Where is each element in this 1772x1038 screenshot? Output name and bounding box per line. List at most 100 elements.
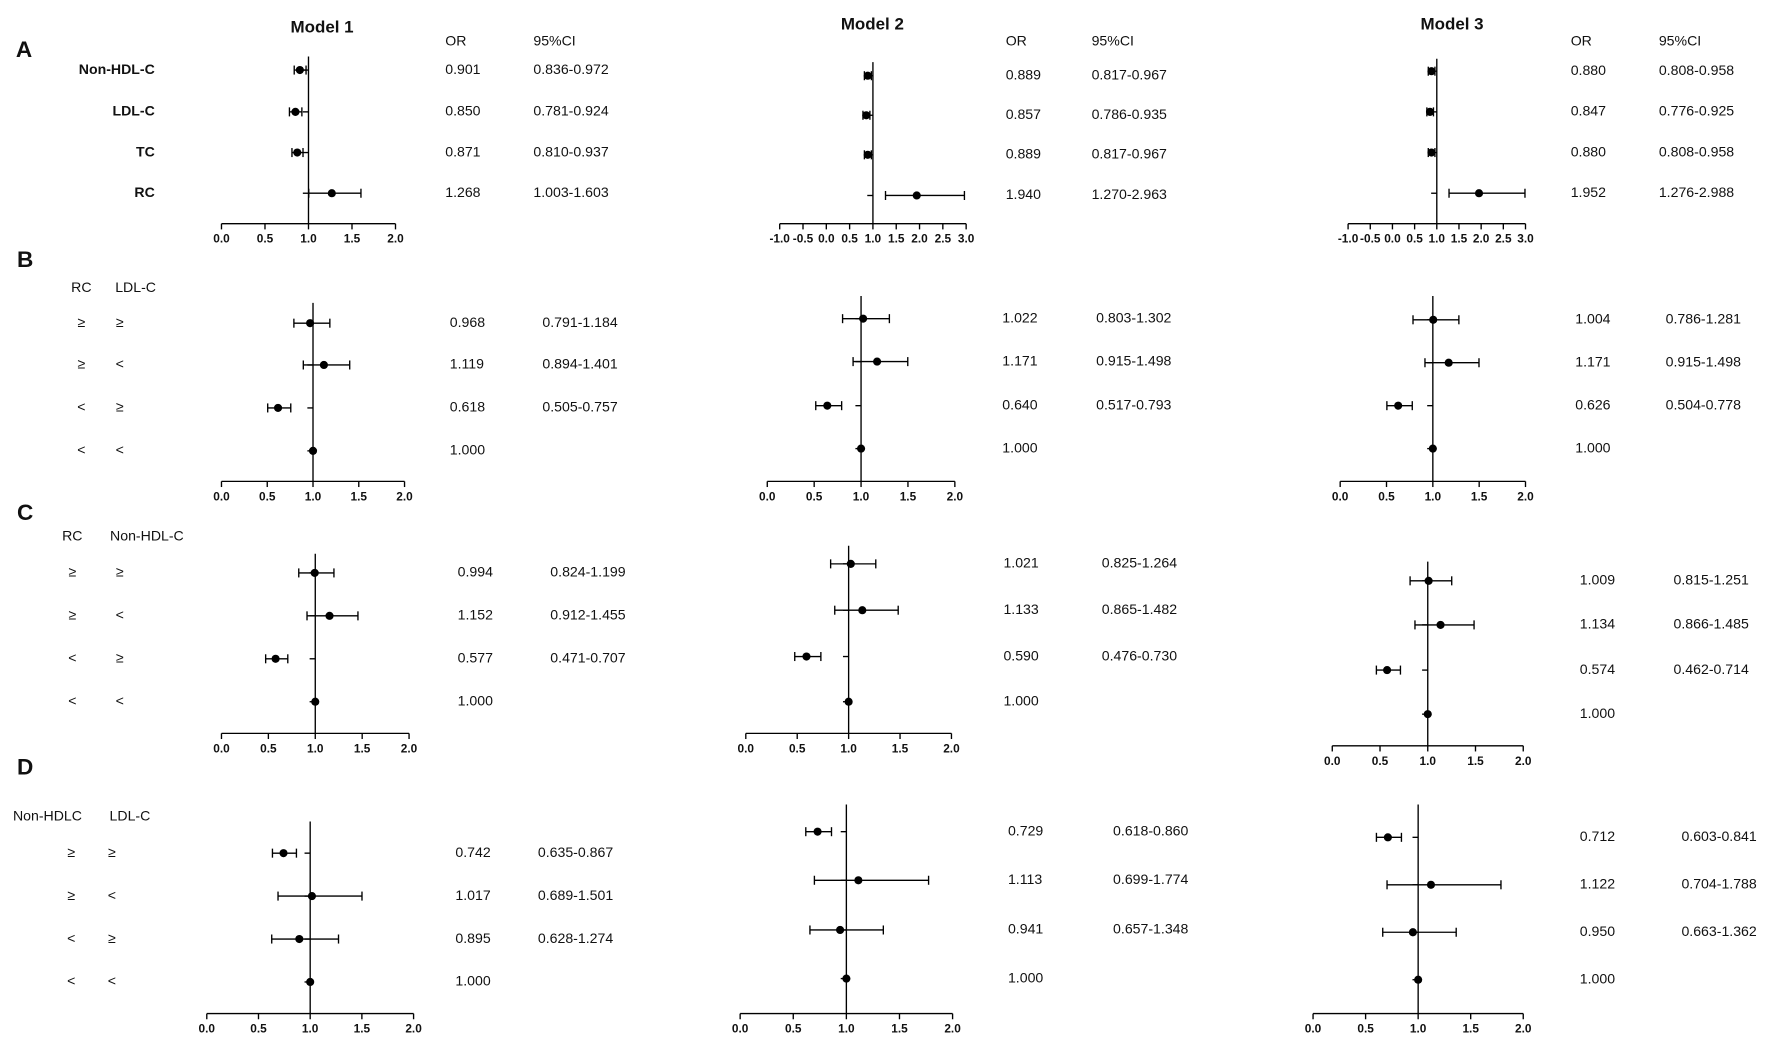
ci-label: 0.776-0.925 xyxy=(1659,103,1734,119)
odds-ratio-point xyxy=(858,606,867,615)
group-header: Non-HDL-C xyxy=(110,527,184,543)
x-tick-label: -0.5 xyxy=(1360,232,1381,246)
odds-ratio-point xyxy=(813,827,822,836)
ci-label: 0.786-0.935 xyxy=(1092,106,1167,122)
odds-ratio-label: 0.590 xyxy=(1003,647,1038,663)
panel-label: D xyxy=(17,754,33,779)
ci-label: 1.276-2.988 xyxy=(1659,184,1734,200)
x-tick-label: 1.0 xyxy=(302,1022,319,1036)
model-title: Model 2 xyxy=(841,14,904,33)
x-tick-label: 1.0 xyxy=(300,232,317,246)
category-label: < xyxy=(108,887,116,903)
group-header: LDL-C xyxy=(115,279,156,295)
x-tick-label: 0.5 xyxy=(1406,232,1423,246)
x-tick-label: -0.5 xyxy=(793,232,814,246)
x-tick-label: 0.5 xyxy=(1378,489,1395,503)
category-label: < xyxy=(116,356,124,372)
category-label: TC xyxy=(136,143,155,159)
odds-ratio-label: 0.880 xyxy=(1571,143,1606,159)
x-tick-label: 1.5 xyxy=(344,232,361,246)
category-label: < xyxy=(77,442,85,458)
odds-ratio-label: 0.618 xyxy=(450,399,485,415)
ci-label: 0.657-1.348 xyxy=(1113,921,1188,937)
ci-label: 0.815-1.251 xyxy=(1674,572,1749,588)
odds-ratio-label: 1.000 xyxy=(458,692,493,708)
ci-label: 0.689-1.501 xyxy=(538,887,613,903)
odds-ratio-point xyxy=(311,697,320,706)
x-tick-label: 2.0 xyxy=(944,1022,961,1036)
ci-label: 0.791-1.184 xyxy=(542,314,617,330)
category-label: ≥ xyxy=(108,844,116,860)
group-header: RC xyxy=(71,279,91,295)
x-tick-label: 0.0 xyxy=(732,1022,749,1036)
odds-ratio-label: 1.021 xyxy=(1003,555,1038,571)
x-tick-label: 2.0 xyxy=(396,489,413,503)
odds-ratio-label: 0.901 xyxy=(445,61,480,77)
odds-ratio-point xyxy=(1423,710,1432,719)
x-tick-label: 2.0 xyxy=(405,1022,422,1036)
x-tick-label: 1.5 xyxy=(892,741,909,755)
odds-ratio-point xyxy=(1427,67,1436,76)
x-tick-label: 0.0 xyxy=(818,232,835,246)
ci-label: 0.825-1.264 xyxy=(1102,555,1177,571)
odds-ratio-point xyxy=(863,150,872,159)
odds-ratio-label: 0.626 xyxy=(1575,396,1610,412)
x-tick-label: 1.0 xyxy=(305,489,322,503)
x-tick-label: 2.0 xyxy=(387,232,404,246)
x-tick-label: 0.5 xyxy=(785,1022,802,1036)
category-label: ≥ xyxy=(68,564,76,580)
odds-ratio-point xyxy=(306,319,315,328)
panel-label: B xyxy=(17,247,33,272)
odds-ratio-point xyxy=(1394,401,1403,410)
x-tick-label: 0.0 xyxy=(1305,1022,1322,1036)
odds-ratio-label: 1.000 xyxy=(1003,692,1038,708)
category-label: Non-HDL-C xyxy=(79,61,155,77)
odds-ratio-label: 1.000 xyxy=(1580,970,1615,986)
x-tick-label: 0.5 xyxy=(257,232,274,246)
odds-ratio-point xyxy=(273,403,283,412)
ci-label: 0.866-1.485 xyxy=(1674,616,1749,632)
model-title: Model 1 xyxy=(291,18,354,37)
odds-ratio-label: 1.122 xyxy=(1580,876,1615,892)
category-label: ≥ xyxy=(116,564,124,580)
category-label: ≥ xyxy=(77,356,85,372)
odds-ratio-point xyxy=(1383,833,1392,842)
x-tick-label: 0.0 xyxy=(1332,489,1349,503)
x-tick-label: 0.0 xyxy=(213,741,230,755)
odds-ratio-point xyxy=(823,401,832,410)
ci-label: 0.635-0.867 xyxy=(538,844,613,860)
odds-ratio-point xyxy=(1424,576,1433,585)
odds-ratio-label: 0.712 xyxy=(1580,828,1615,844)
x-tick-label: 0.0 xyxy=(199,1022,216,1036)
odds-ratio-label: 1.940 xyxy=(1006,186,1041,202)
x-tick-label: 1.5 xyxy=(1462,1022,1479,1036)
ci-label: 0.803-1.302 xyxy=(1096,309,1171,325)
category-label: RC xyxy=(134,184,154,200)
odds-ratio-label: 0.941 xyxy=(1008,921,1043,937)
odds-ratio-label: 1.000 xyxy=(1580,705,1615,721)
x-tick-label: 1.5 xyxy=(1471,489,1488,503)
category-label: < xyxy=(116,692,124,708)
odds-ratio-point xyxy=(1436,620,1445,629)
ci-label: 0.618-0.860 xyxy=(1113,822,1188,838)
ci-label: 0.471-0.707 xyxy=(550,650,625,666)
x-tick-label: 0.5 xyxy=(789,741,806,755)
column-header: 95%CI xyxy=(1659,33,1701,49)
x-tick-label: 1.5 xyxy=(900,489,917,503)
ci-label: 0.865-1.482 xyxy=(1102,601,1177,617)
odds-ratio-point xyxy=(912,191,921,200)
x-tick-label: 2.0 xyxy=(1473,232,1490,246)
category-label: < xyxy=(68,692,76,708)
category-label: ≥ xyxy=(77,314,85,330)
ci-label: 1.270-2.963 xyxy=(1092,186,1167,202)
x-tick-label: 1.5 xyxy=(354,1022,371,1036)
odds-ratio-label: 0.574 xyxy=(1580,661,1615,677)
ci-label: 0.836-0.972 xyxy=(533,61,608,77)
odds-ratio-label: 1.171 xyxy=(1002,352,1037,368)
odds-ratio-label: 0.640 xyxy=(1002,396,1037,412)
x-tick-label: 0.0 xyxy=(213,232,230,246)
ci-label: 0.704-1.788 xyxy=(1681,876,1756,892)
odds-ratio-label: 1.113 xyxy=(1008,871,1042,887)
odds-ratio-point xyxy=(307,892,317,901)
